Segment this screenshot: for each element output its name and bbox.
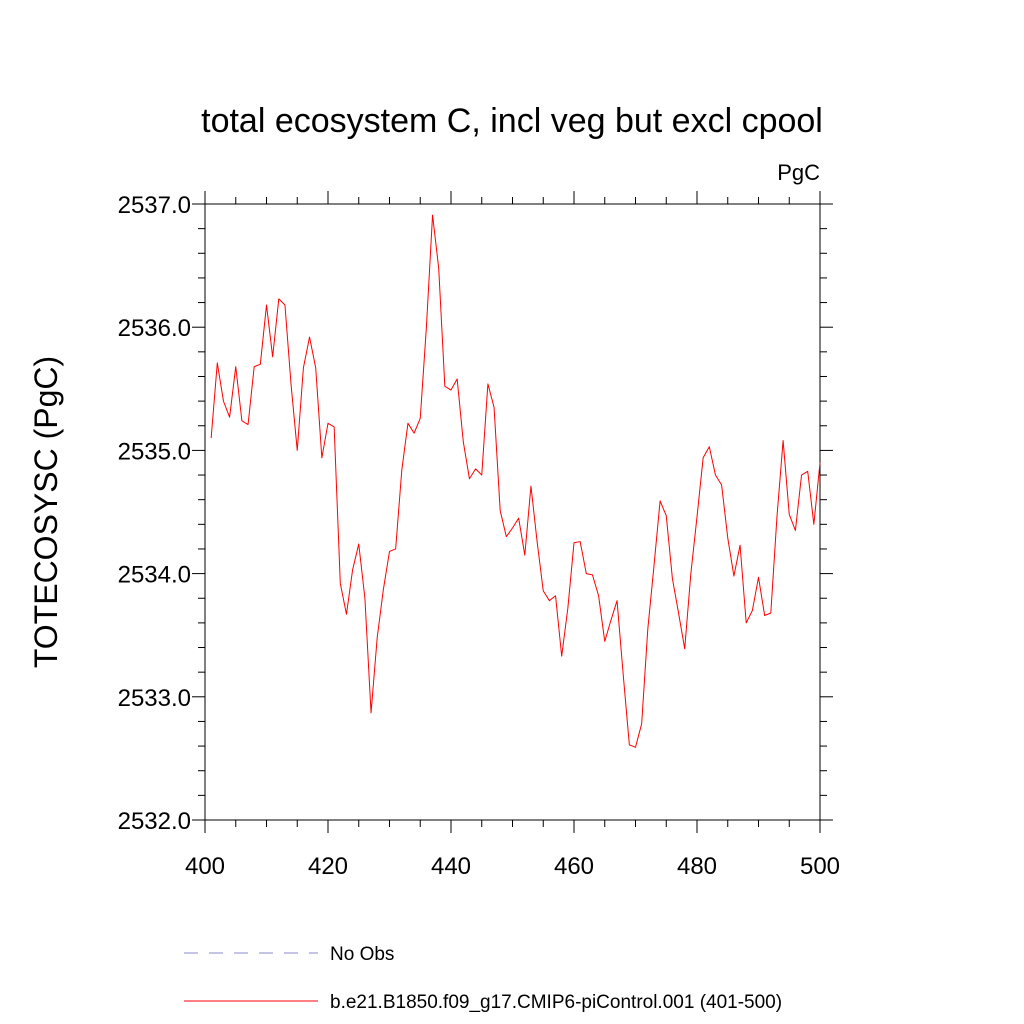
x-tick-label: 500 <box>800 853 840 880</box>
y-axis-label: TOTECOSYSC (PgC) <box>28 356 64 668</box>
x-tick-label: 460 <box>554 853 594 880</box>
legend: No Obs b.e21.B1850.f09_g17.CMIP6-piContr… <box>184 944 782 1013</box>
x-tick-label: 420 <box>308 853 348 880</box>
legend-label-no-obs: No Obs <box>330 944 394 965</box>
plot-frame <box>204 203 821 821</box>
y-tick-label: 2536.0 <box>118 315 191 342</box>
y-tick-label: 2532.0 <box>118 808 191 835</box>
y-tick-label: 2537.0 <box>118 192 191 219</box>
x-tick-label: 400 <box>185 853 225 880</box>
axes: 2532.0 2533.0 2534.0 2535.0 2536.0 2537.0 400 4… <box>118 191 840 880</box>
series-line <box>210 214 821 748</box>
y-tick-label: 2534.0 <box>118 562 191 589</box>
series-layer <box>210 214 821 748</box>
y-tick-label: 2535.0 <box>118 438 191 465</box>
x-tick-label: 440 <box>431 853 471 880</box>
chart-title: total ecosystem C, incl veg but excl cpo… <box>201 102 823 140</box>
units-label: PgC <box>777 160 820 185</box>
y-tick-label: 2533.0 <box>118 685 191 712</box>
x-tick-label: 480 <box>677 853 717 880</box>
legend-label-run: b.e21.B1850.f09_g17.CMIP6-piControl.001 … <box>330 992 782 1013</box>
